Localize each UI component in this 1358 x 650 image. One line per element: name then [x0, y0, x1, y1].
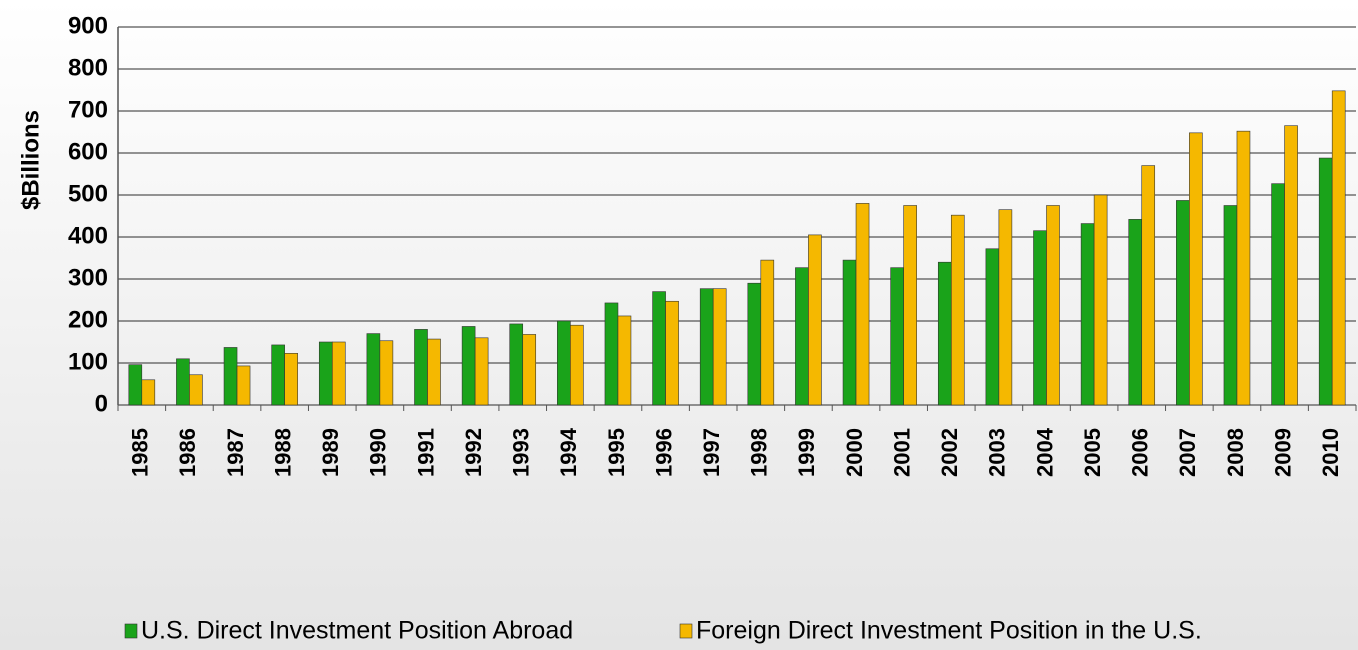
- bar: [189, 374, 203, 406]
- x-tick-label: 2002: [937, 428, 962, 477]
- bar: [176, 358, 190, 406]
- bar: [284, 353, 298, 406]
- bar: [461, 326, 476, 406]
- x-tick-label: 1998: [747, 428, 772, 477]
- legend-swatch: [124, 623, 138, 639]
- bar: [1236, 130, 1251, 406]
- x-tick-label: 1995: [604, 428, 629, 477]
- x-tick-label: 1985: [128, 428, 153, 477]
- y-tick-label: 0: [95, 390, 108, 417]
- bar: [1331, 90, 1346, 406]
- bar: [1189, 132, 1203, 406]
- bar: [1284, 125, 1298, 406]
- x-tick-label: 1996: [651, 428, 676, 477]
- bar: [747, 282, 762, 406]
- x-tick-label: 2003: [985, 428, 1010, 477]
- bar: [474, 337, 489, 406]
- y-tick-label: 400: [68, 222, 108, 249]
- x-tick-label: 1989: [318, 428, 343, 477]
- bar: [271, 344, 285, 406]
- x-tick-label: 1992: [461, 428, 486, 477]
- x-tick-label: 1994: [556, 427, 581, 477]
- bar: [842, 259, 857, 406]
- bar: [855, 203, 870, 406]
- bar: [1318, 157, 1333, 406]
- x-tick-label: 2009: [1270, 428, 1295, 477]
- bar: [509, 323, 524, 406]
- bar: [652, 291, 666, 406]
- bar: [1271, 183, 1285, 406]
- bar: [890, 267, 904, 406]
- x-tick-label: 2004: [1032, 427, 1057, 477]
- bar: [522, 334, 537, 406]
- x-tick-label: 2001: [889, 428, 914, 477]
- y-tick-label: 900: [68, 12, 108, 39]
- bar: [570, 324, 584, 406]
- bar: [331, 341, 346, 406]
- bar: [998, 209, 1013, 406]
- bar: [557, 320, 571, 406]
- bar: [760, 259, 775, 406]
- bar: [985, 248, 1000, 406]
- x-tick-label: 2007: [1175, 428, 1200, 477]
- x-tick-label: 1990: [366, 428, 391, 477]
- bar: [366, 333, 381, 406]
- x-tick-label: 1999: [794, 428, 819, 477]
- x-tick-label: 1993: [509, 428, 534, 477]
- y-tick-label: 700: [68, 96, 108, 123]
- bar: [141, 379, 156, 406]
- bar: [414, 329, 428, 406]
- bar: [128, 364, 143, 406]
- bar: [1176, 200, 1190, 406]
- y-tick-label: 500: [68, 180, 108, 207]
- legend-label: U.S. Direct Investment Position Abroad: [141, 617, 573, 645]
- bar: [1141, 165, 1156, 406]
- legend-label: Foreign Direct Investment Position in th…: [696, 617, 1202, 645]
- bar: [617, 315, 632, 406]
- bar: [795, 267, 809, 406]
- bar: [427, 338, 441, 406]
- x-tick-label: 1997: [699, 428, 724, 477]
- bar: [1093, 194, 1108, 406]
- bar: [937, 261, 952, 406]
- bar: [1223, 205, 1238, 406]
- bar: [318, 341, 333, 406]
- x-tick-label: 2000: [842, 428, 867, 477]
- y-tick-label: 800: [68, 54, 108, 81]
- bar: [379, 340, 394, 406]
- y-axis-label: $Billions: [17, 110, 44, 210]
- x-tick-label: 1987: [223, 428, 248, 477]
- legend-swatch: [679, 623, 693, 639]
- x-tick-label: 1988: [270, 428, 295, 477]
- y-tick-label: 100: [68, 348, 108, 375]
- x-tick-label: 1986: [175, 428, 200, 477]
- y-tick-label: 300: [68, 264, 108, 291]
- x-tick-label: 2010: [1318, 428, 1343, 477]
- bar: [604, 302, 619, 406]
- bar: [1033, 230, 1047, 406]
- bar: [808, 234, 822, 406]
- bar: [712, 288, 727, 406]
- x-tick-label: 2005: [1080, 428, 1105, 477]
- bar: [950, 214, 965, 406]
- bar: [1046, 205, 1060, 406]
- y-tick-label: 200: [68, 306, 108, 333]
- bar: [236, 365, 251, 406]
- bar: [665, 300, 679, 406]
- bar: [699, 288, 714, 406]
- y-tick-label: 600: [68, 138, 108, 165]
- bar: [223, 347, 238, 406]
- x-tick-label: 2006: [1128, 428, 1153, 477]
- x-tick-label: 1991: [413, 428, 438, 477]
- x-tick-label: 2008: [1223, 428, 1248, 477]
- bar: [903, 205, 917, 406]
- bar: [1080, 223, 1095, 406]
- bar: [1128, 219, 1143, 406]
